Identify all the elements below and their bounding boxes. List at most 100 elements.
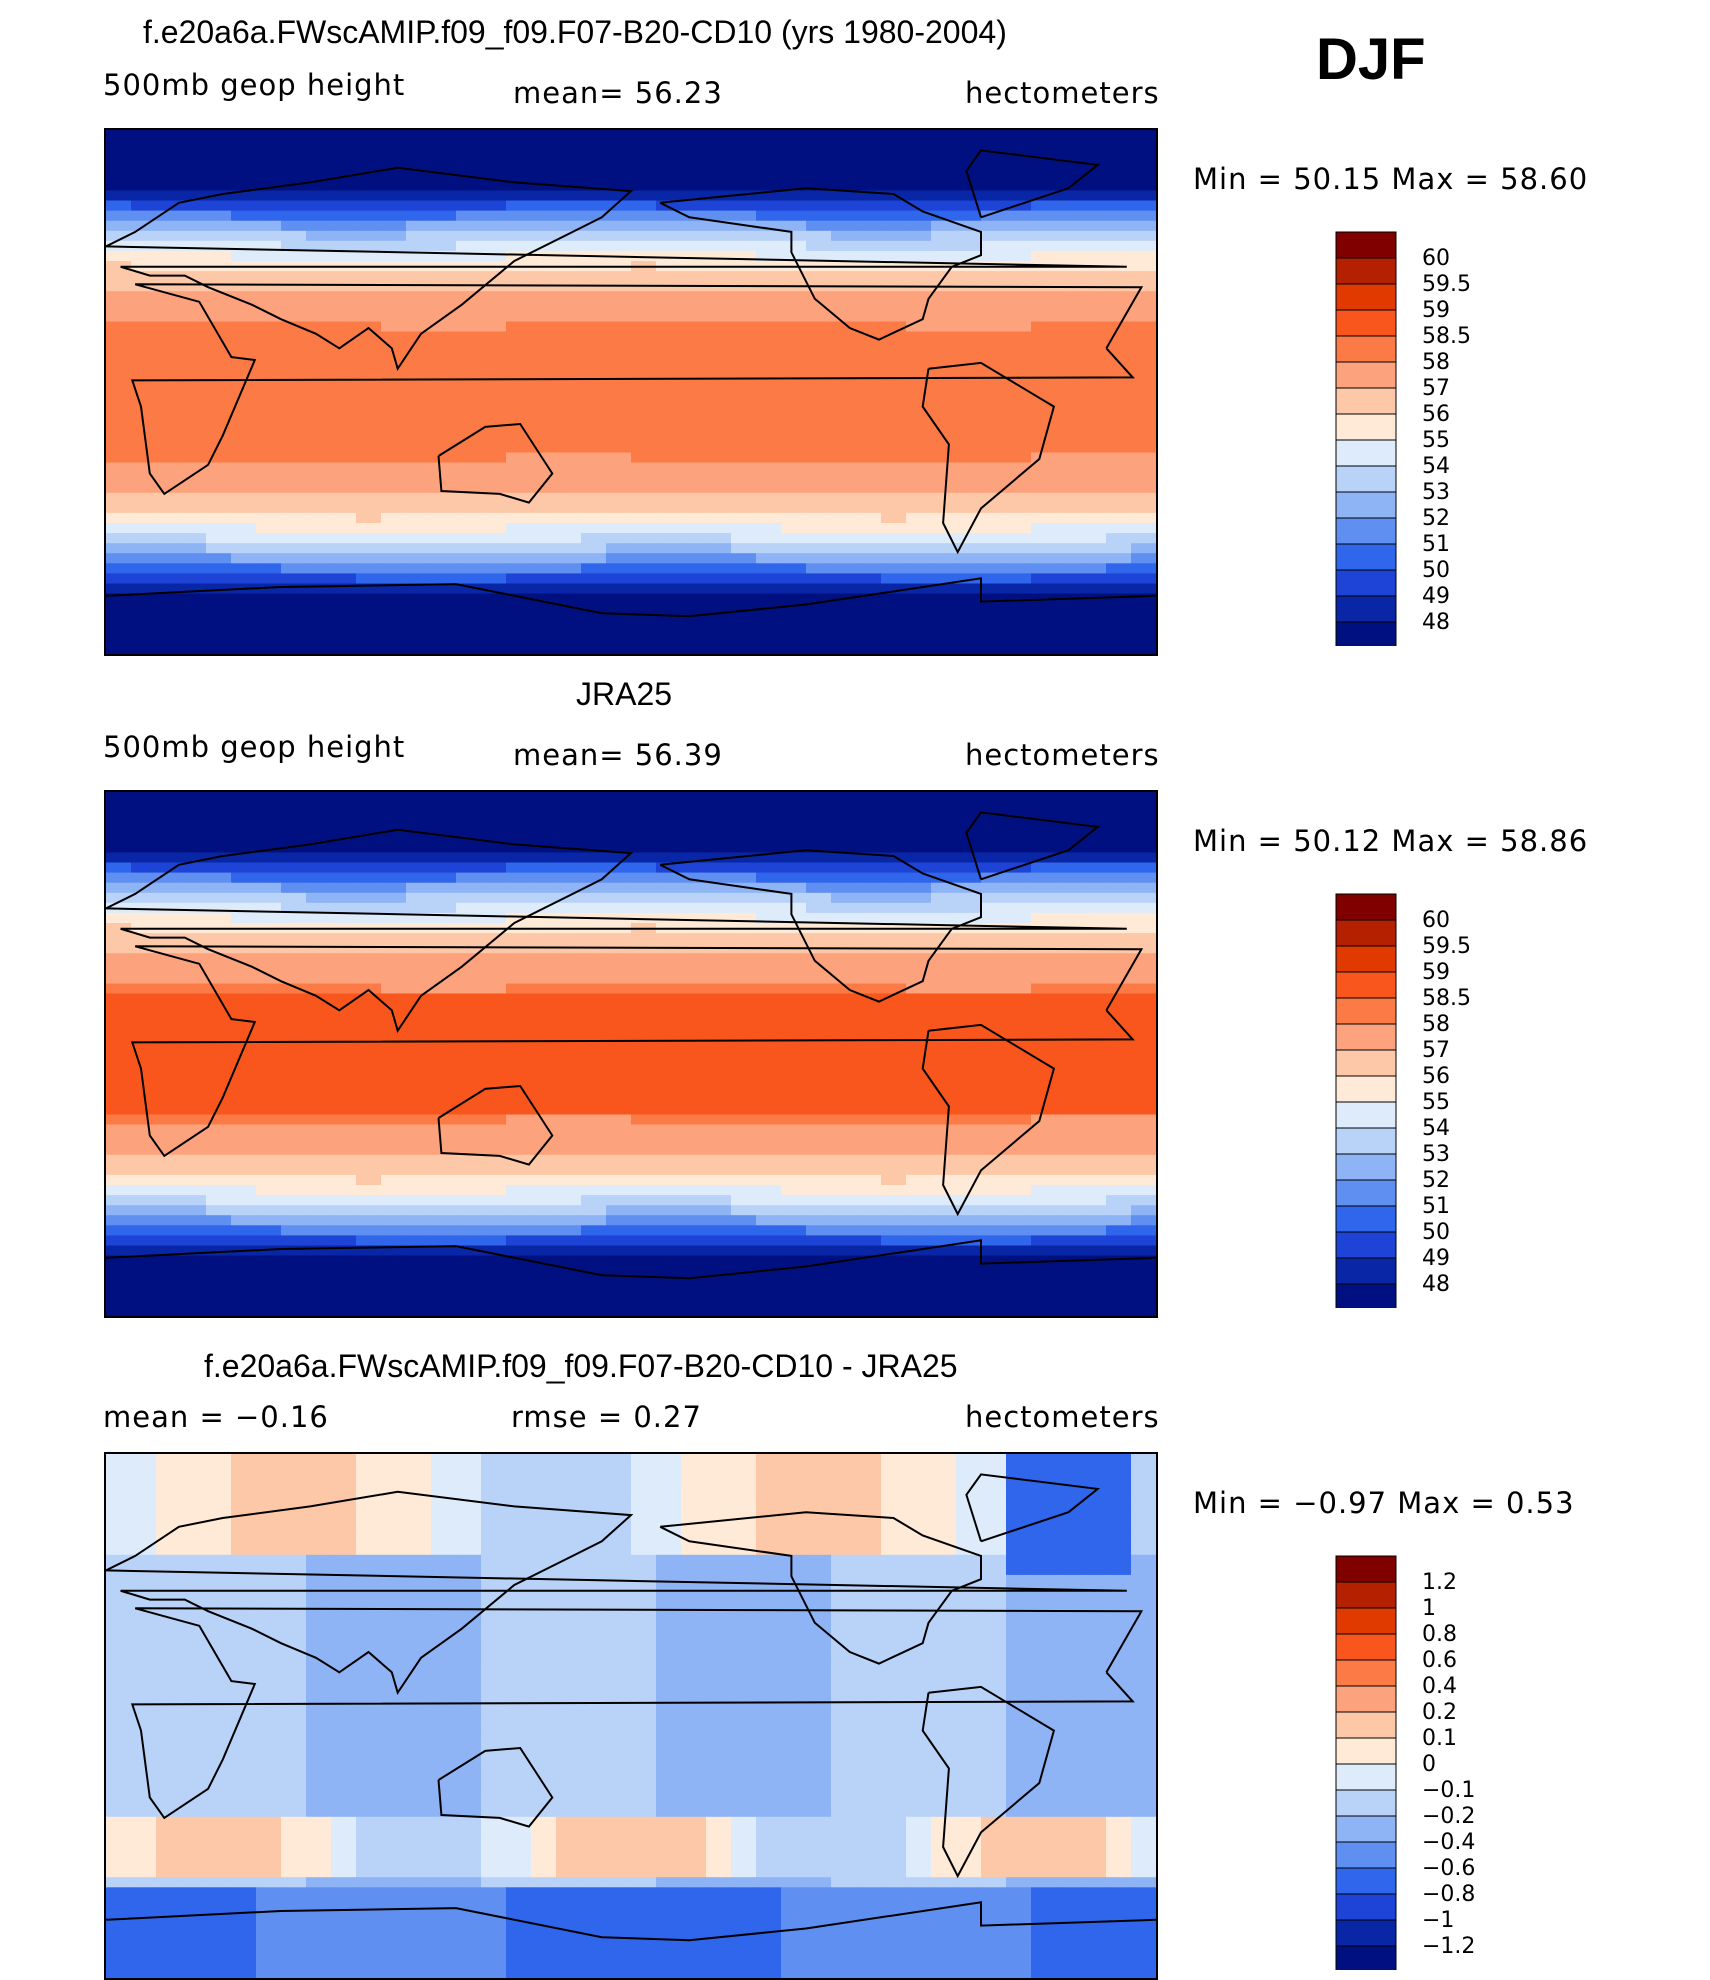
- colorbar-tick-label: −1.2: [1422, 1934, 1475, 1959]
- colorbar-tick-label: 59.5: [1422, 272, 1471, 297]
- colorbar-swatch: [1335, 1841, 1397, 1869]
- panel3-minmax: Min = −0.97 Max = 0.53: [1193, 1486, 1575, 1520]
- colorbar-tick-label: 59.5: [1422, 934, 1471, 959]
- colorbar-swatch: [1335, 1555, 1397, 1583]
- colorbar-swatch: [1335, 1893, 1397, 1921]
- colorbar-swatch: [1335, 1659, 1397, 1687]
- colorbar-swatch: [1335, 1815, 1397, 1843]
- panel3-rmse-label: rmse = 0.27: [511, 1400, 702, 1434]
- colorbar-tick-label: 54: [1422, 1116, 1450, 1141]
- colorbar-swatch: [1335, 945, 1397, 973]
- colorbar-swatch: [1335, 1023, 1397, 1051]
- colorbar-swatch: [1335, 465, 1397, 493]
- colorbar-swatch: [1335, 1867, 1397, 1895]
- colorbar-swatch: [1335, 595, 1397, 623]
- panel1-coastlines: [106, 149, 1156, 618]
- colorbar-tick-label: 0.6: [1422, 1648, 1457, 1673]
- colorbar-tick-label: 0.8: [1422, 1622, 1457, 1647]
- colorbar-swatch: [1335, 283, 1397, 311]
- colorbar-swatch: [1335, 1711, 1397, 1739]
- colorbar-tick-label: −0.6: [1422, 1856, 1475, 1881]
- panel2-units-label: hectometers: [965, 738, 1160, 772]
- panel3-units-label: hectometers: [965, 1400, 1160, 1434]
- colorbar-tick-label: 1.2: [1422, 1570, 1457, 1595]
- colorbar-swatch: [1335, 919, 1397, 947]
- colorbar-swatch: [1335, 569, 1397, 597]
- panel3-map: [104, 1452, 1158, 1980]
- panel3-colorbar-svg: 1.210.80.60.40.20.10−0.1−0.2−0.4−0.6−0.8…: [1335, 1555, 1475, 1973]
- colorbar-swatch: [1335, 621, 1397, 649]
- colorbar-tick-label: 48: [1422, 610, 1450, 635]
- colorbar-tick-label: 57: [1422, 376, 1450, 401]
- colorbar-swatch: [1335, 1205, 1397, 1233]
- panel1-variable-label: 500mb geop height: [103, 68, 406, 102]
- colorbar-swatch: [1335, 1737, 1397, 1765]
- colorbar-swatch: [1335, 893, 1397, 921]
- colorbar-tick-label: 51: [1422, 1194, 1450, 1219]
- colorbar-tick-label: −0.8: [1422, 1882, 1475, 1907]
- panel3-colorbar: 1.2 1 0.8 0.6 0.4 0.2 0.1 0 −0.1 −0.2 −0.4 −0.6 −0.8…: [1334, 1554, 1534, 1975]
- colorbar-tick-label: 0.2: [1422, 1700, 1457, 1725]
- colorbar-tick-label: −0.4: [1422, 1830, 1475, 1855]
- season-label: DJF: [1316, 27, 1426, 92]
- colorbar-tick-label: 49: [1422, 584, 1450, 609]
- colorbar-tick-label: 56: [1422, 402, 1450, 427]
- colorbar-tick-label: 58.5: [1422, 986, 1471, 1011]
- colorbar-tick-label: 55: [1422, 1090, 1450, 1115]
- colorbar-tick-label: 50: [1422, 1220, 1450, 1245]
- panel2-coastlines: [106, 811, 1156, 1280]
- colorbar-tick-label: 59: [1422, 298, 1450, 323]
- colorbar-tick-label: 58.5: [1422, 324, 1471, 349]
- colorbar-tick-label: 60: [1422, 908, 1450, 933]
- colorbar-swatch: [1335, 1633, 1397, 1661]
- colorbar-tick-label: 59: [1422, 960, 1450, 985]
- colorbar-swatch: [1335, 309, 1397, 337]
- panel2-field: [106, 792, 1156, 1316]
- colorbar-tick-label: 52: [1422, 506, 1450, 531]
- colorbar-tick-label: 52: [1422, 1168, 1450, 1193]
- colorbar-tick-label: 55: [1422, 428, 1450, 453]
- colorbar-swatch: [1335, 335, 1397, 363]
- colorbar-tick-label: 0.4: [1422, 1674, 1457, 1699]
- panel2-mean-label: mean= 56.39: [513, 738, 723, 772]
- colorbar-swatch: [1335, 491, 1397, 519]
- colorbar-tick-label: 48: [1422, 1272, 1450, 1297]
- colorbar-swatch: [1335, 1685, 1397, 1713]
- colorbar-swatch: [1335, 517, 1397, 545]
- panel3-title: f.e20a6a.FWscAMIP.f09_f09.F07-B20-CD10 -…: [204, 1348, 958, 1384]
- panel3-mean-label: mean = −0.16: [103, 1400, 329, 1434]
- colorbar-swatch: [1335, 1919, 1397, 1947]
- colorbar-tick-label: 53: [1422, 1142, 1450, 1167]
- panel3-field: [106, 1454, 1156, 1978]
- colorbar-tick-label: 51: [1422, 532, 1450, 557]
- colorbar-tick-label: 57: [1422, 1038, 1450, 1063]
- colorbar-tick-label: 54: [1422, 454, 1450, 479]
- colorbar-swatch: [1335, 1231, 1397, 1259]
- colorbar-tick-label: 58: [1422, 350, 1450, 375]
- colorbar-swatch: [1335, 1763, 1397, 1791]
- colorbar-swatch: [1335, 1049, 1397, 1077]
- colorbar-swatch: [1335, 997, 1397, 1025]
- colorbar-tick-label: 49: [1422, 1246, 1450, 1271]
- colorbar-tick-label: −0.2: [1422, 1804, 1475, 1829]
- colorbar-tick-label: 53: [1422, 480, 1450, 505]
- panel1-title: f.e20a6a.FWscAMIP.f09_f09.F07-B20-CD10 (…: [143, 14, 1007, 50]
- colorbar-tick-label: −1: [1422, 1908, 1454, 1933]
- colorbar-swatch: [1335, 257, 1397, 285]
- colorbar-tick-label: 58: [1422, 1012, 1450, 1037]
- colorbar-swatch: [1335, 1179, 1397, 1207]
- panel1-colorbar: 60 59.5 59 58.5 58 57 56 55 54 53 52 51 50 49 48: [1334, 230, 1534, 651]
- colorbar-tick-label: −0.1: [1422, 1778, 1475, 1803]
- colorbar-swatch: [1335, 1127, 1397, 1155]
- colorbar-tick-label: 60: [1422, 246, 1450, 271]
- colorbar-swatch: [1335, 1101, 1397, 1129]
- colorbar-swatch: [1335, 439, 1397, 467]
- colorbar-swatch: [1335, 231, 1397, 259]
- colorbar-swatch: [1335, 1607, 1397, 1635]
- colorbar-tick-label: 0.1: [1422, 1726, 1457, 1751]
- colorbar-swatch: [1335, 1153, 1397, 1181]
- colorbar-swatch: [1335, 413, 1397, 441]
- colorbar-swatch: [1335, 1257, 1397, 1285]
- colorbar-swatch: [1335, 1789, 1397, 1817]
